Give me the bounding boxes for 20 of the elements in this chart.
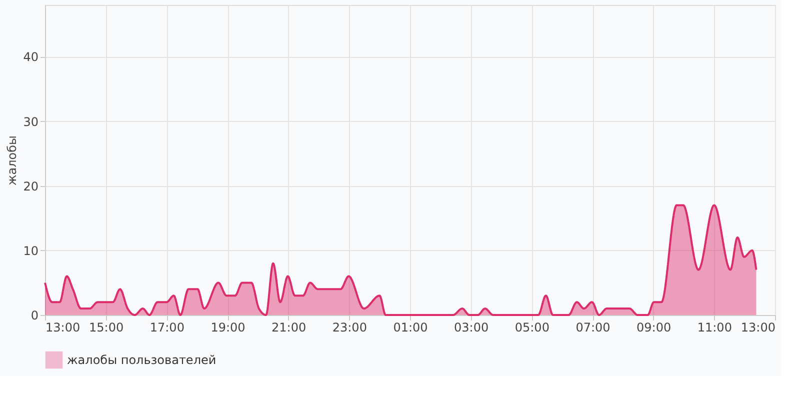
y-tick-label: 30 <box>23 114 38 129</box>
y-tick-label: 40 <box>23 50 38 64</box>
x-tick-label: 01:00 <box>393 320 428 334</box>
x-tick-label: 17:00 <box>150 320 184 334</box>
x-tick-label: 05:00 <box>514 320 550 334</box>
y-tick-label: 10 <box>23 244 38 258</box>
x-tick-label: 19:00 <box>210 320 246 334</box>
x-tick-label: 13:00 <box>46 320 80 334</box>
y-tick-label: 20 <box>23 179 38 194</box>
y-tick-label: 0 <box>30 308 38 322</box>
x-tick-label: 13:00 <box>740 320 776 334</box>
x-tick-label: 09:00 <box>636 320 672 334</box>
x-tick-label: 15:00 <box>89 320 124 334</box>
x-tick-label: 23:00 <box>332 320 367 334</box>
legend-label: жалобы пользователей <box>67 353 216 367</box>
y-axis-title: жалобы <box>5 135 20 186</box>
x-tick-label: 21:00 <box>272 320 306 334</box>
x-tick-label: 03:00 <box>454 320 489 334</box>
x-tick-label: 11:00 <box>697 320 732 334</box>
x-tick-label: 07:00 <box>576 320 610 334</box>
